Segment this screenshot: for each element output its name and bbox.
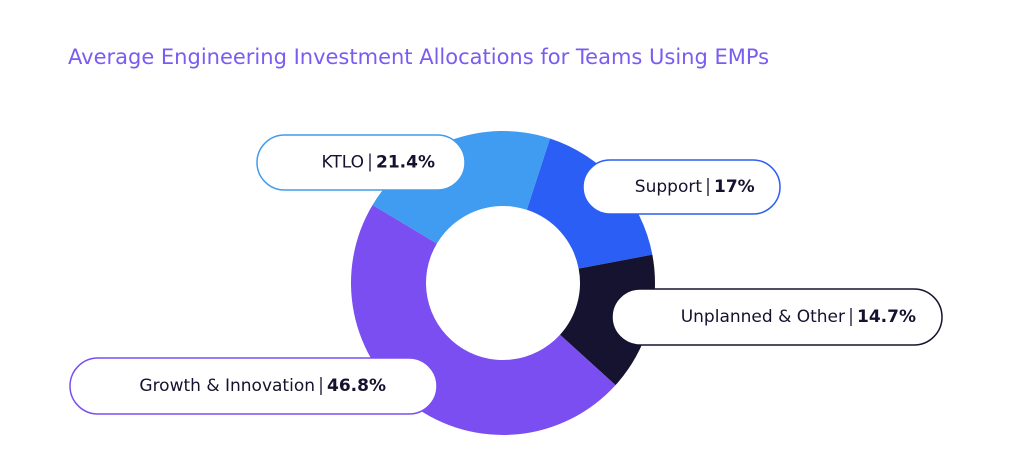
label-pill [611,288,943,346]
label-name: Growth & Innovation [139,376,315,396]
label-pill [69,357,438,415]
label-name: KTLO [322,153,364,173]
value-label: 14.7% [857,307,916,327]
label-name: Unplanned & Other [681,307,845,327]
label-pill [582,159,781,215]
value-label: 17% [714,177,755,197]
chart-title: Average Engineering Investment Allocatio… [68,45,769,69]
value-label: 46.8% [327,376,386,396]
donut-slice [560,254,655,386]
label-name: Support [635,177,703,197]
label-pill [256,134,466,191]
value-label: 21.4% [376,153,435,173]
